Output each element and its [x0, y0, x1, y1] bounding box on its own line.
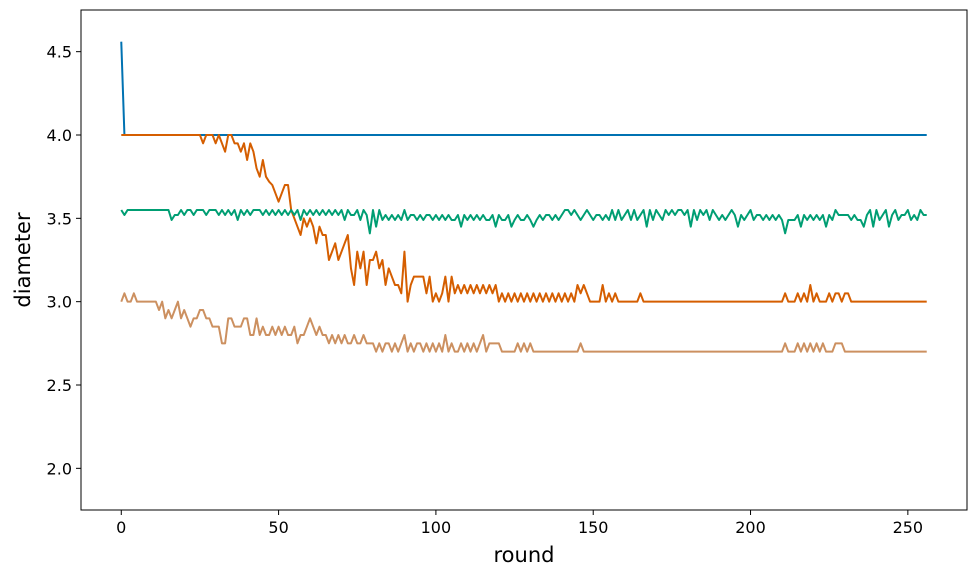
- plot-frame: [80, 9, 968, 511]
- series-line-4: [120, 292, 927, 353]
- y-axis-label: diameter: [11, 212, 35, 308]
- y-tick-label: 2.0: [47, 459, 72, 478]
- y-tick-label: 4.0: [47, 126, 72, 145]
- x-axis: 0 50 100 150 200 250: [116, 510, 923, 537]
- x-tick-label: 50: [268, 518, 288, 537]
- series-line-1: [120, 41, 927, 136]
- y-axis: 2.0 2.5 3.0 3.5 4.0 4.5: [47, 43, 81, 478]
- y-tick-label: 4.5: [47, 43, 72, 62]
- series-layer: [120, 41, 927, 353]
- x-tick-label: 250: [893, 518, 924, 537]
- x-tick-label: 150: [578, 518, 609, 537]
- y-tick-label: 3.5: [47, 209, 72, 228]
- x-tick-label: 200: [735, 518, 766, 537]
- x-tick-label: 0: [116, 518, 126, 537]
- y-tick-label: 2.5: [47, 376, 72, 395]
- y-tick-label: 3.0: [47, 293, 72, 312]
- x-tick-label: 100: [421, 518, 452, 537]
- x-axis-label: round: [494, 543, 555, 567]
- series-line-3: [120, 209, 927, 235]
- series-line-2: [121, 134, 927, 303]
